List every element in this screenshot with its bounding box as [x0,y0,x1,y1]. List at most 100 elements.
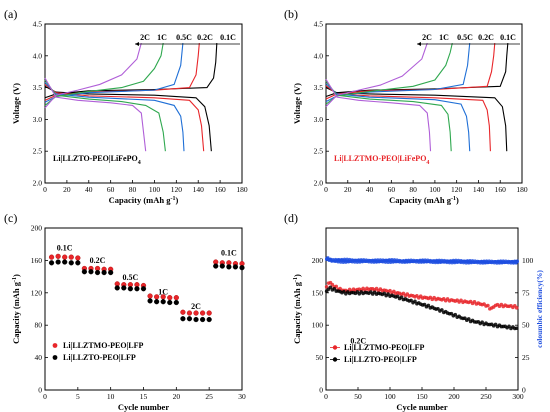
point [514,326,519,331]
point-llztmo [55,253,61,259]
point-llzto [62,259,68,265]
charge-curve-2C [325,42,428,108]
x-tick-label: 160 [495,185,507,194]
chart-panel-0: 0 20 40 60 80 100 120 140 160 180 2.0 2.5 3.0 3.5 4.0 4… [11,20,248,206]
point [486,303,490,308]
legend-marker [52,343,58,348]
x-tick-label: 120 [171,185,183,194]
series-3 [325,256,519,265]
point-llztmo [206,310,212,316]
legend-marker [52,355,58,360]
rate-label: 0.1C [221,249,237,258]
point-llztmo [180,309,186,315]
x-tick-label: 140 [193,185,205,194]
discharge-curve-2C [325,79,432,152]
point-llzto [232,264,239,270]
x-axis-label: Capacity (mAh g-1) [109,195,179,205]
rate-label: 2C [422,33,432,42]
x-tick-label: 250 [480,392,492,401]
x-tick-label: 120 [451,185,463,194]
point-llzto [48,260,55,266]
point-llzto [193,316,199,323]
x-tick-label: 0 [43,185,47,194]
y2-tick-label: 50 [522,321,530,330]
y-tick-label: 2.5 [33,147,43,156]
point-llztmo [173,295,179,301]
discharge-curve-1C [325,80,452,152]
series-1 [324,285,519,331]
x-axis-label: Capacity (mAh g-1) [389,195,459,205]
rate-arrow-head [135,42,139,46]
point-llzto [55,259,61,265]
y-tick-label: 4.5 [33,20,43,29]
legend-entry: Li|LLZTMO-PEO|LFP [344,343,425,352]
x-tick-label: 60 [388,185,396,194]
rate-label: 1C [157,33,167,42]
y-tick-label: 4.0 [33,51,43,60]
point [440,308,444,312]
charge-curve-0.1C [325,43,509,98]
rate-label: 1C [158,287,168,296]
y-tick-label: 120 [31,288,43,297]
y-tick-label: 0 [319,386,323,395]
x-axis-label: Cycle number [396,402,447,412]
point-llzto [121,285,127,291]
point-llzto [140,286,147,292]
y2-axis-label: coloumbic efficiency(%) [535,270,544,348]
x-tick-label: 80 [129,185,137,194]
point-llzto [180,316,186,322]
x-tick-label: 10 [107,392,115,401]
point-llzto [167,299,173,306]
point-llztmo [193,310,199,316]
y-tick-label: 0 [38,386,42,395]
y-axis-label: Voltage (V) [292,83,302,124]
x-tick-label: 0 [324,392,328,401]
x-tick-label: 180 [516,185,528,194]
point [515,260,519,264]
x-tick-label: 40 [366,185,374,194]
x-tick-label: 180 [236,185,248,194]
point-llztmo [62,254,68,260]
point-llzto [154,299,160,305]
point-llzto [81,269,88,275]
rate-label: 0.5C [176,33,192,42]
charge-curve-0.1C [44,43,218,99]
discharge-curve-0.2C [44,83,205,152]
rate-label: 0.5C [122,273,138,282]
point-llztmo [48,254,55,260]
chart-panel-1: 0 20 40 60 80 100 120 140 160 180 2.0 2.5 3.0 3.5 4.0 4… [292,20,528,206]
point-llzto [134,286,140,292]
x-tick-label: 40 [85,185,93,194]
point [453,312,458,317]
point-llzto [239,265,245,271]
y-tick-label: 100 [312,321,324,330]
y-tick-label: 200 [312,256,324,265]
x-tick-label: 20 [63,185,71,194]
point-llzto [88,269,94,275]
y2-tick-label: 100 [522,256,534,265]
rate-annotation: 0.2C [350,336,366,345]
y-tick-label: 2.0 [314,179,324,188]
x-tick-label: 5 [76,392,80,401]
panel-label-2: (c) [4,211,17,225]
y2-tick-label: 75 [522,288,530,297]
rate-label: 1C [439,33,449,42]
point-llzto [226,264,232,270]
point-llzto [173,299,179,306]
point-llztmo [186,310,193,316]
discharge-curve-1C [44,79,166,152]
x-tick-label: 20 [173,392,181,401]
point-llztmo [68,254,74,260]
panel-label-0: (a) [4,7,17,21]
panel-legend: Li|LLZTMO-PEO|LiFePO4 [334,154,429,166]
x-tick-label: 100 [149,185,161,194]
point-llzto [206,316,212,323]
x-tick-label: 100 [384,392,396,401]
rate-label: 0.1C [57,244,73,253]
point-llzto [94,269,101,276]
rate-label: 0.2C [90,256,106,265]
panel-legend: Li|LLZTO-PEO|LiFePO4 [53,154,141,166]
point-llzto [147,298,153,304]
